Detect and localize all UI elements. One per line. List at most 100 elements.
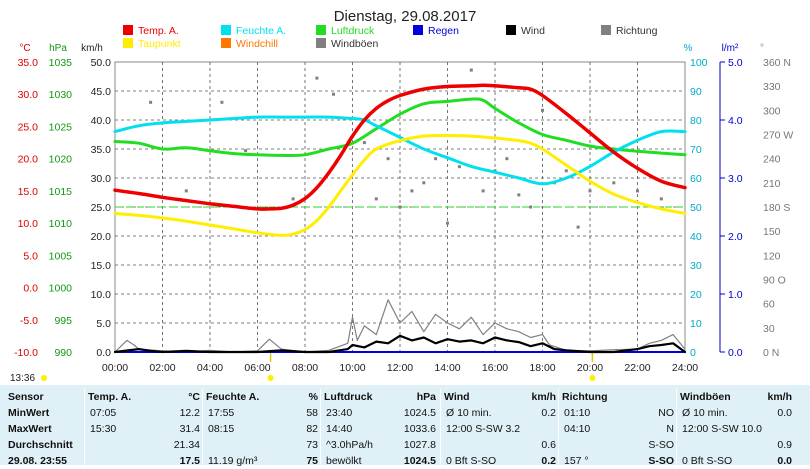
- x-tick: 20:00: [577, 362, 603, 374]
- x-tick: 10:00: [339, 362, 365, 374]
- series-taupunkt: [113, 133, 687, 237]
- wind-stats-detail: 12:00 S-SW 3.2: [446, 423, 521, 435]
- humidity-stats-detail: 11.19 g/m³: [208, 455, 258, 467]
- sunset-marker: [589, 375, 596, 381]
- pressure-stats-detail: 14:40: [326, 423, 353, 435]
- temp-stats-value: 12.2: [179, 407, 200, 419]
- legend-swatch: [506, 25, 516, 35]
- temp-stats-value: 31.4: [179, 423, 200, 435]
- wind-stats-detail: 0 Bft S-SO: [446, 455, 497, 467]
- direction-stats-detail: 157 °: [564, 455, 589, 467]
- temp-tick: 0.0: [23, 283, 38, 295]
- legend-swatch: [123, 25, 133, 35]
- stats-separator: [320, 389, 321, 465]
- direction-point: [517, 193, 521, 197]
- sensor-row-label: 29.08. 23:55: [8, 455, 67, 467]
- direction-point: [332, 92, 335, 96]
- x-tick: 08:00: [292, 362, 318, 374]
- stats-separator: [676, 389, 677, 465]
- gusts-stats-header: Windböen: [680, 391, 731, 403]
- rain-tick: 4.0: [728, 115, 743, 127]
- direction-stats-detail: 01:10: [564, 407, 591, 419]
- direction-unit: °: [760, 43, 764, 54]
- x-tick: 14:00: [434, 362, 460, 374]
- legend-label: Feuchte A.: [236, 25, 286, 37]
- pressure-stats-value: 1024.5: [403, 407, 436, 419]
- humidity-tick: 0: [690, 347, 696, 359]
- direction-point: [505, 157, 509, 161]
- temp-tick: 35.0: [18, 57, 39, 69]
- speed-unit: km/h: [81, 43, 103, 54]
- humidity-stats-value: 73: [306, 439, 318, 451]
- direction-point: [446, 221, 449, 225]
- speed-tick: 20.0: [91, 231, 112, 243]
- pressure-stats-detail: 23:40: [326, 407, 353, 419]
- wind-stats-unit: km/h: [531, 391, 556, 403]
- x-tick: 02:00: [149, 362, 175, 374]
- temp-stats-detail: 07:05: [90, 407, 117, 419]
- direction-point: [149, 100, 153, 104]
- legend-label: Windböen: [331, 38, 378, 50]
- speed-tick: 25.0: [91, 202, 112, 214]
- direction-point: [588, 189, 592, 193]
- legend-swatch: [123, 38, 133, 48]
- humidity-stats-value: 58: [306, 407, 318, 419]
- speed-tick: 30.0: [91, 173, 112, 185]
- wind-stats-detail: Ø 10 min.: [446, 407, 492, 419]
- direction-stats-header: Richtung: [562, 391, 608, 403]
- direction-tick: 270 W: [763, 130, 793, 142]
- humidity-stats-value: 82: [306, 423, 318, 435]
- direction-point: [386, 157, 390, 161]
- temp-stats-detail: 15:30: [90, 423, 117, 435]
- legend-label: Regen: [428, 25, 459, 37]
- direction-tick: 360 N: [763, 57, 791, 69]
- series-temp-a: [113, 83, 687, 211]
- statistics-panel: Sensor MinWert MaxWert Durchschnitt 29.08. 2…: [0, 385, 810, 467]
- temp-tick: 30.0: [18, 89, 39, 101]
- direction-point: [612, 181, 616, 185]
- gusts-stats-detail: Ø 10 min.: [682, 407, 728, 419]
- direction-tick: 90 O: [763, 275, 786, 287]
- direction-point: [244, 149, 248, 153]
- pressure-stats-detail: bewölkt: [326, 455, 362, 467]
- temp-tick: -5.0: [20, 315, 38, 327]
- pressure-tick: 990: [54, 347, 72, 359]
- pressure-stats-detail: ^3.0hPa/h: [326, 439, 373, 451]
- direction-point: [564, 169, 568, 173]
- pressure-tick: 1015: [49, 186, 73, 198]
- wind-stats-value: 0.2: [541, 455, 556, 467]
- legend-label: Windchill: [236, 38, 278, 50]
- direction-point: [291, 197, 295, 201]
- speed-tick: 45.0: [91, 86, 112, 98]
- temp-unit: °C: [19, 43, 30, 54]
- sunrise-marker: [267, 375, 274, 381]
- wind-stats-value: 0.6: [541, 439, 556, 451]
- direction-point: [576, 225, 580, 229]
- humidity-stats-unit: %: [308, 391, 318, 403]
- x-tick: 04:00: [197, 362, 223, 374]
- temp-tick: 5.0: [23, 250, 38, 262]
- speed-tick: 50.0: [91, 57, 112, 69]
- speed-tick: 5.0: [96, 318, 111, 330]
- direction-stats-value: S-SO: [648, 455, 674, 467]
- legend-label: Wind: [521, 25, 545, 37]
- humidity-stats-header: Feuchte A.: [206, 391, 260, 403]
- direction-point: [398, 205, 402, 209]
- temp-stats-unit: °C: [188, 391, 200, 403]
- temp-stats-value: 21.34: [173, 439, 200, 451]
- gusts-stats-unit: km/h: [767, 391, 792, 403]
- legend-swatch: [413, 25, 423, 35]
- gusts-stats-detail: 12:00 S-SW 10.0: [682, 423, 762, 435]
- legend: Temp. A.Taupunkt Feuchte A.Windchill Luftd…: [123, 25, 658, 50]
- sensor-row-label: Durchschnitt: [8, 439, 73, 451]
- legend-label: Temp. A.: [138, 25, 179, 37]
- x-tick: 24:00: [672, 362, 698, 374]
- series-feuchte-a: [113, 115, 687, 186]
- pressure-tick: 1025: [49, 121, 73, 133]
- direction-tick: 150: [763, 226, 781, 238]
- rain-tick: 1.0: [728, 289, 743, 301]
- wind-stats-header: Wind: [444, 391, 470, 403]
- plot-area: [113, 68, 687, 354]
- direction-point: [184, 189, 188, 193]
- direction-point: [434, 157, 438, 161]
